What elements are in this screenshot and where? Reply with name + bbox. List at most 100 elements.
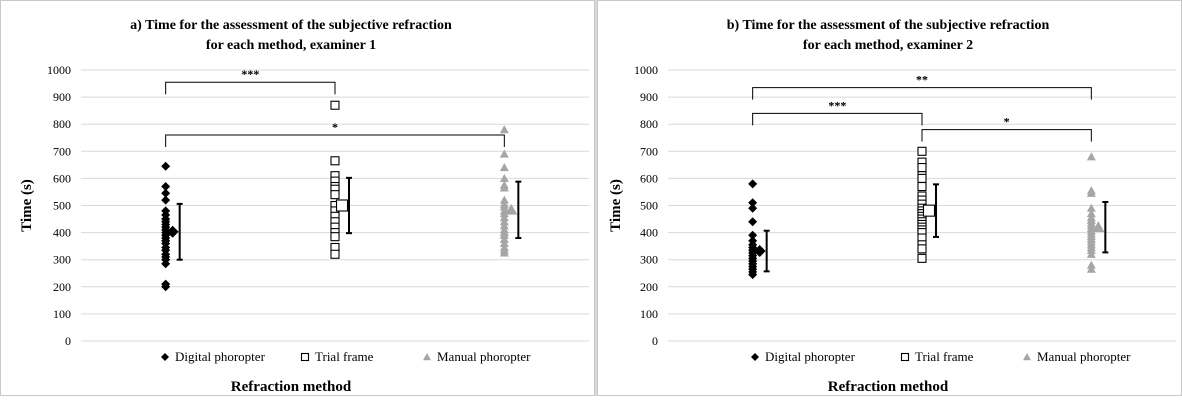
chart-panel-examiner-1: a) Time for the assessment of the subjec… [0,0,595,396]
y-tick-label: 300 [53,253,71,267]
data-point [499,163,509,172]
data-point [499,195,509,204]
mean-marker [505,203,518,215]
data-point [1086,249,1096,258]
data-point [917,181,927,192]
data-point [499,149,509,158]
y-axis-title: Time (s) [608,179,624,232]
chart-title: b) Time for the assessment of the subjec… [727,18,1050,33]
data-point [499,234,509,243]
significance-label: ** [916,73,928,87]
y-tick-label: 100 [640,307,658,321]
data-point [499,173,509,182]
mean-marker [922,204,936,217]
data-point [499,238,509,248]
y-tick-label: 1000 [47,63,71,77]
data-point [330,232,340,242]
data-point [1086,188,1096,197]
y-axis-title: Time (s) [19,179,35,232]
data-point [1086,152,1096,161]
y-tick-label: 700 [53,144,71,158]
y-tick-label: 900 [640,90,658,104]
data-point [1086,260,1096,269]
y-tick-label: 200 [640,280,658,294]
y-tick-label: 500 [53,199,71,213]
data-point [917,146,927,156]
x-axis-title: Refraction method [828,379,949,395]
significance-bracket [165,134,505,148]
data-point [161,188,171,198]
y-tick-label: 800 [53,117,71,131]
data-point [1086,203,1096,212]
legend-label: Manual phoropter [1037,349,1131,364]
data-point [161,259,171,269]
y-tick-label: 600 [640,171,658,185]
mean-marker [1092,221,1105,232]
mean-marker [166,225,179,238]
data-point [499,183,509,192]
legend-label: Trial frame [315,349,374,364]
data-point [499,221,509,230]
legend-marker [161,353,169,361]
data-point [161,161,171,171]
data-point [917,173,927,183]
data-point [330,156,340,166]
data-point [748,198,758,208]
y-tick-label: 1000 [634,63,658,77]
y-tick-label: 800 [640,117,658,131]
data-point [330,100,340,110]
significance-bracket [752,112,923,126]
data-point [1086,264,1096,273]
data-point [748,217,758,227]
legend-label: Digital phoropter [175,349,266,364]
mean-marker [335,199,349,212]
data-point [161,195,171,205]
data-point [499,125,509,134]
y-tick-label: 400 [53,226,71,240]
data-point [748,230,758,240]
significance-label: * [332,120,338,134]
data-point [917,244,927,254]
mean-marker [753,245,766,258]
y-tick-label: 300 [640,253,658,267]
legend-marker [300,352,310,362]
data-point [917,253,927,263]
y-tick-label: 0 [65,334,71,348]
x-axis-title: Refraction method [231,379,352,395]
chart-subtitle: for each method, examiner 1 [206,38,376,53]
y-tick-label: 0 [652,334,658,348]
panel-divider [595,0,597,396]
data-point [161,282,171,292]
y-tick-label: 900 [53,90,71,104]
legend-marker [900,352,910,362]
y-tick-label: 700 [640,144,658,158]
legend-marker [1023,353,1031,361]
y-tick-label: 400 [640,226,658,240]
legend-marker [751,353,759,361]
data-point [499,213,509,222]
data-point [161,182,171,192]
data-point [499,217,509,226]
legend-label: Manual phoropter [437,349,531,364]
significance-label: *** [241,67,259,81]
data-point [330,249,340,259]
chart-title: a) Time for the assessment of the subjec… [130,18,452,33]
chart-svg: a) Time for the assessment of the subjec… [19,18,589,395]
data-point [917,163,927,173]
data-point [499,202,509,211]
data-point [748,179,758,189]
y-tick-label: 200 [53,280,71,294]
data-point [748,270,758,280]
y-tick-label: 100 [53,307,71,321]
y-tick-label: 500 [640,199,658,213]
significance-bracket [165,81,336,95]
significance-bracket [921,129,1092,142]
legend-label: Trial frame [915,349,974,364]
y-tick-label: 600 [53,171,71,185]
chart-svg: b) Time for the assessment of the subjec… [608,18,1176,395]
data-point [1086,245,1096,254]
significance-bracket [752,87,1092,100]
data-point [1086,209,1096,218]
data-point [499,209,509,218]
